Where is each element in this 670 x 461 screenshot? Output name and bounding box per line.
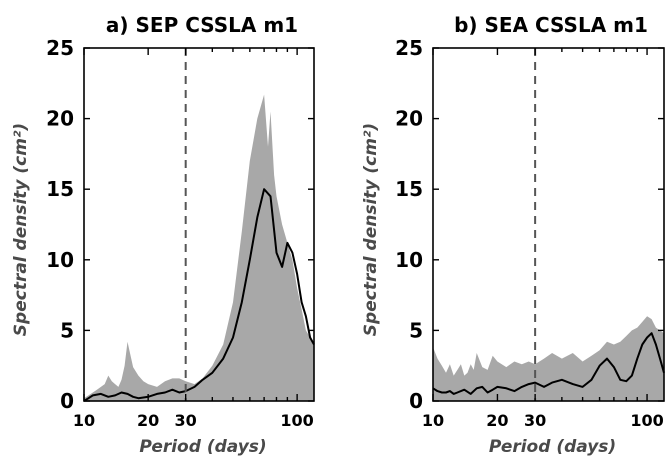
- y-tick-label: 15: [46, 177, 74, 201]
- spectral-curve-line: [432, 332, 665, 395]
- plot-frame: [432, 47, 665, 402]
- y-tick-label: 15: [395, 177, 423, 201]
- y-tick-label: 0: [60, 389, 74, 413]
- y-tick-label: 0: [409, 389, 423, 413]
- chart-panel-a: 0 5 10 15 20 25 10 20 30 100 a) SEP CSSLA m1 Period…: [11, 13, 315, 457]
- shaded-spectrum-area: [433, 316, 664, 401]
- x-tick-label: 20: [137, 411, 159, 430]
- y-axis-label: Spectral density (cm²): [11, 123, 31, 336]
- chart-title: a) SEP CSSLA m1: [106, 13, 298, 37]
- spectral-curve-line: [83, 188, 315, 402]
- chart-panel-b: 0 5 10 15 20 25 10 20 30 100 b) SEA CSSLA m1 Period…: [361, 13, 665, 457]
- y-tick-label: 20: [46, 107, 74, 131]
- y-tick-label: 5: [60, 318, 74, 342]
- x-tick-label: 100: [280, 411, 313, 430]
- shaded-spectrum-area: [84, 94, 314, 401]
- x-tick-label: 30: [524, 411, 546, 430]
- plot-frame: [83, 47, 315, 402]
- y-tick-label: 20: [395, 107, 423, 131]
- x-axis-label: Period (days): [139, 437, 266, 457]
- y-tick-label: 5: [409, 318, 423, 342]
- y-axis-label: Spectral density (cm²): [361, 123, 381, 336]
- y-tick-label: 10: [395, 248, 423, 272]
- x-tick-label: 30: [175, 411, 197, 430]
- x-tick-label: 10: [73, 411, 95, 430]
- x-tick-label: 20: [486, 411, 508, 430]
- x-tick-label: 10: [422, 411, 444, 430]
- y-tick-label: 10: [46, 248, 74, 272]
- x-axis-label: Period (days): [489, 437, 616, 457]
- chart-title: b) SEA CSSLA m1: [454, 13, 648, 37]
- y-tick-label: 25: [46, 36, 74, 60]
- y-tick-label: 25: [395, 36, 423, 60]
- x-tick-label: 100: [630, 411, 663, 430]
